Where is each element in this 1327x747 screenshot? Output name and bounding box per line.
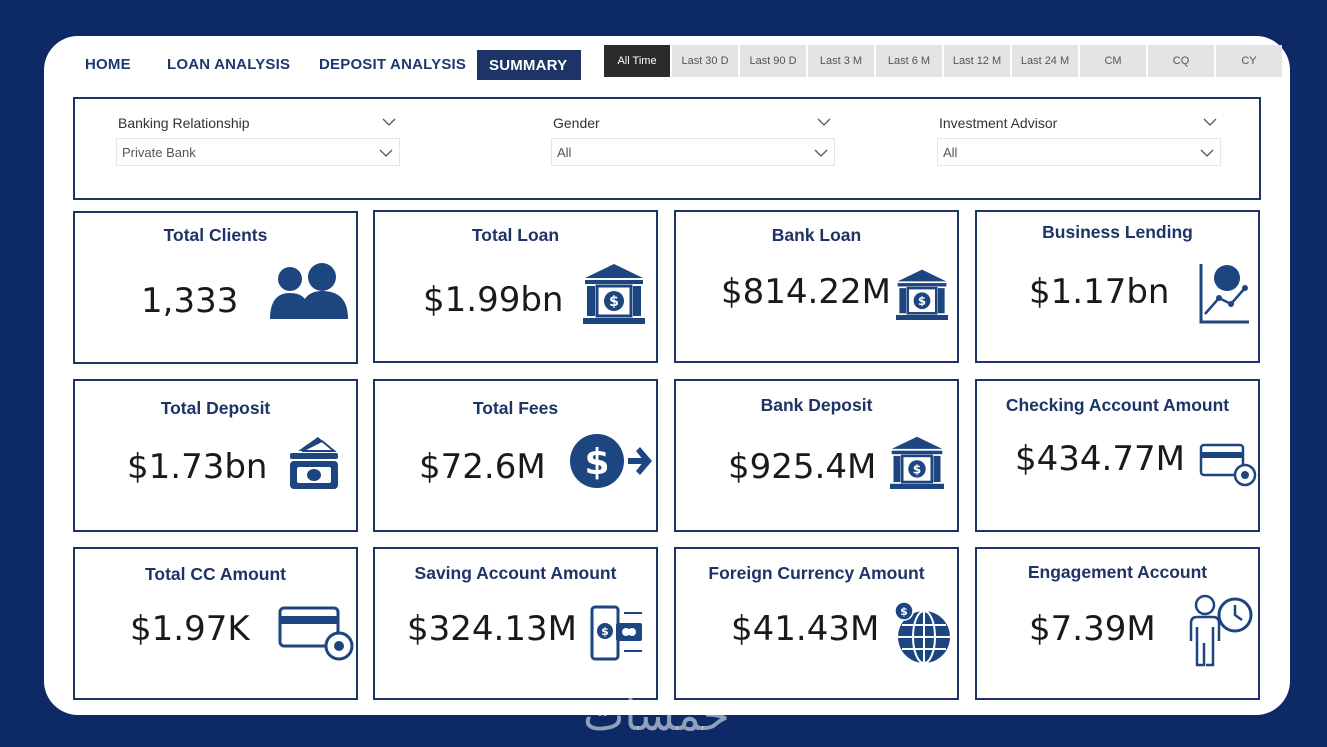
- card-value: $324.13M: [407, 609, 577, 649]
- bank-icon: $: [583, 264, 645, 324]
- card-title: Bank Loan: [771, 225, 862, 245]
- svg-text:$: $: [913, 462, 921, 476]
- svg-text:$: $: [918, 294, 926, 308]
- chevron-down-icon: [814, 149, 828, 157]
- card-value: $7.39M: [1029, 609, 1156, 649]
- svg-text:$: $: [601, 625, 609, 638]
- card-value: $1.73bn: [127, 447, 268, 487]
- card-bank-deposit: Bank Deposit $925.4M $: [674, 379, 959, 532]
- cash-deposit-icon: [290, 437, 338, 489]
- card-bank-loan: Bank Loan $814.22M $: [674, 210, 959, 363]
- card-total-clients: Total Clients 1,333: [73, 211, 358, 364]
- time-filter-last-3m[interactable]: Last 3 M: [808, 45, 874, 77]
- time-filter-cy[interactable]: CY: [1216, 45, 1282, 77]
- card-total-deposit: Total Deposit $1.73bn: [73, 379, 358, 532]
- bank-icon: $: [896, 269, 948, 320]
- time-filter-last-12m[interactable]: Last 12 M: [944, 45, 1010, 77]
- time-filter-last-24m[interactable]: Last 24 M: [1012, 45, 1078, 77]
- filter-label-gender: Gender: [553, 115, 600, 131]
- filter-label-banking-relationship: Banking Relationship: [118, 115, 250, 131]
- filter-label-investment-advisor: Investment Advisor: [939, 115, 1058, 131]
- banking-relationship-value: Private Bank: [122, 145, 196, 160]
- time-filter-all-time[interactable]: All Time: [604, 45, 670, 77]
- card-value: $1.17bn: [1029, 272, 1170, 312]
- banking-relationship-select[interactable]: Private Bank: [116, 138, 400, 166]
- card-title: Bank Deposit: [760, 395, 873, 415]
- growth-chart-icon: [1199, 264, 1249, 324]
- time-filter-cm[interactable]: CM: [1080, 45, 1146, 77]
- card-title: Foreign Currency Amount: [708, 563, 925, 583]
- watermark: خمسات: [583, 690, 730, 741]
- nav-home[interactable]: HOME: [85, 56, 131, 73]
- nav-summary[interactable]: SUMMARY: [477, 50, 581, 80]
- card-title: Total Loan: [471, 225, 560, 245]
- time-filter-cq[interactable]: CQ: [1148, 45, 1214, 77]
- investment-advisor-value: All: [943, 145, 958, 160]
- time-filter-last-6m[interactable]: Last 6 M: [876, 45, 942, 77]
- gender-value: All: [557, 145, 572, 160]
- card-total-cc-amount: Total CC Amount $1.97K: [73, 547, 358, 700]
- investment-advisor-select[interactable]: All: [937, 138, 1221, 166]
- card-value: $1.99bn: [423, 280, 564, 320]
- card-title: Engagement Account: [1027, 562, 1208, 582]
- card-title: Total CC Amount: [145, 564, 286, 584]
- card-title: Checking Account Amount: [1005, 395, 1230, 415]
- card-value: 1,333: [141, 281, 239, 321]
- gender-select[interactable]: All: [551, 138, 835, 166]
- users-icon: [270, 263, 348, 319]
- svg-text:$: $: [584, 442, 609, 483]
- dollar-transfer-icon: $: [570, 434, 652, 488]
- card-value: $41.43M: [731, 609, 880, 649]
- nav-loan-analysis[interactable]: LOAN ANALYSIS: [167, 56, 291, 73]
- card-title: Total Fees: [472, 398, 559, 418]
- card-value: $1.97K: [130, 609, 250, 649]
- chevron-down-icon[interactable]: [1203, 115, 1217, 129]
- card-saving-account-amount: Saving Account Amount $324.13M $: [373, 547, 658, 700]
- card-total-loan: Total Loan $1.99bn $: [373, 210, 658, 363]
- time-filter-last-90d[interactable]: Last 90 D: [740, 45, 806, 77]
- card-value: $434.77M: [1015, 439, 1185, 479]
- card-title: Total Clients: [163, 225, 268, 245]
- svg-text:$: $: [900, 605, 908, 618]
- chevron-down-icon: [1200, 149, 1214, 157]
- card-value: $925.4M: [728, 447, 877, 487]
- time-filter-last-30d[interactable]: Last 30 D: [672, 45, 738, 77]
- nav-deposit-analysis[interactable]: DEPOSIT ANALYSIS: [319, 56, 467, 73]
- card-settings-icon: [1199, 443, 1257, 487]
- card-engagement-account: Engagement Account $7.39M: [975, 547, 1260, 700]
- card-business-lending: Business Lending $1.17bn: [975, 210, 1260, 363]
- chevron-down-icon[interactable]: [382, 115, 396, 129]
- card-checking-account-amount: Checking Account Amount $434.77M: [975, 379, 1260, 532]
- card-value: $814.22M: [721, 272, 891, 312]
- bank-icon: $: [890, 436, 944, 489]
- mobile-payment-icon: $: [590, 605, 642, 661]
- card-total-fees: Total Fees $72.6M $: [373, 379, 658, 532]
- globe-dollar-icon: $: [894, 601, 950, 664]
- chevron-down-icon: [379, 149, 393, 157]
- card-title: Business Lending: [1042, 222, 1193, 242]
- card-value: $72.6M: [419, 447, 546, 487]
- filter-panel: Banking Relationship Private Bank Gender…: [73, 97, 1261, 200]
- svg-text:$: $: [609, 294, 619, 310]
- card-title: Saving Account Amount: [414, 563, 617, 583]
- person-clock-icon: [1189, 594, 1253, 667]
- card-settings-icon: [278, 606, 354, 661]
- card-foreign-currency-amount: Foreign Currency Amount $41.43M $: [674, 547, 959, 700]
- card-title: Total Deposit: [160, 398, 271, 418]
- chevron-down-icon[interactable]: [817, 115, 831, 129]
